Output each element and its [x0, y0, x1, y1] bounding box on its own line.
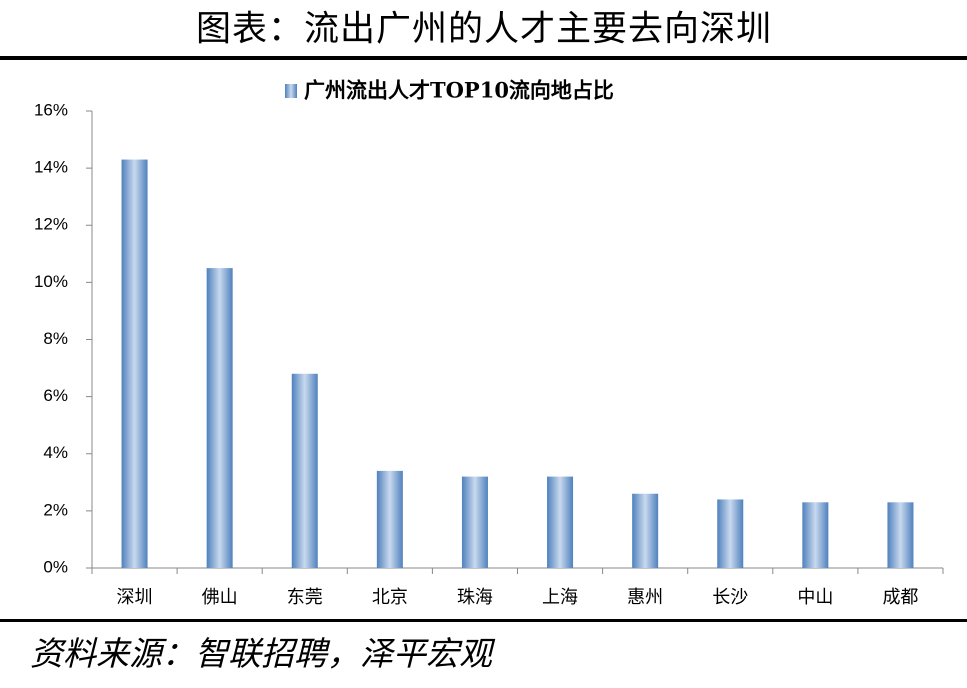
chart-title: 图表：流出广州的人才主要去向深圳	[196, 10, 772, 50]
x-tick-label: 长沙	[712, 587, 748, 608]
x-tick-label: 东莞	[287, 587, 323, 608]
footer-rule	[0, 619, 967, 622]
bar	[121, 159, 148, 568]
y-tick-label: 8%	[43, 329, 68, 348]
x-tick-label: 北京	[372, 587, 408, 608]
y-tick-label: 0%	[43, 557, 68, 576]
bar	[632, 493, 659, 568]
bar	[717, 499, 744, 568]
x-tick-label: 上海	[542, 587, 578, 608]
bar	[376, 470, 403, 568]
bar	[887, 502, 914, 568]
bar	[291, 373, 318, 568]
x-tick-label: 珠海	[457, 587, 493, 608]
x-tick-label: 惠州	[627, 587, 663, 608]
bar	[461, 476, 488, 568]
x-tick-label: 佛山	[202, 587, 238, 608]
legend-label: 广州流出人才TOP10流向地占比	[304, 78, 614, 103]
y-tick-label: 12%	[34, 215, 68, 234]
x-tick-label: 中山	[797, 587, 833, 608]
y-tick-label: 6%	[43, 386, 68, 405]
legend-swatch	[285, 84, 297, 98]
y-tick-label: 2%	[43, 500, 68, 519]
bar	[547, 476, 574, 568]
title-rule	[0, 56, 967, 60]
source-note: 资料来源：智联招聘，泽平宏观	[30, 634, 496, 673]
y-tick-label: 14%	[34, 158, 68, 177]
y-tick-label: 4%	[43, 443, 68, 462]
x-tick-label: 深圳	[117, 587, 153, 608]
x-tick-label: 成都	[882, 587, 918, 608]
bar	[802, 502, 829, 568]
bar	[206, 268, 233, 568]
y-tick-label: 16%	[34, 100, 68, 119]
y-tick-label: 10%	[34, 272, 68, 291]
